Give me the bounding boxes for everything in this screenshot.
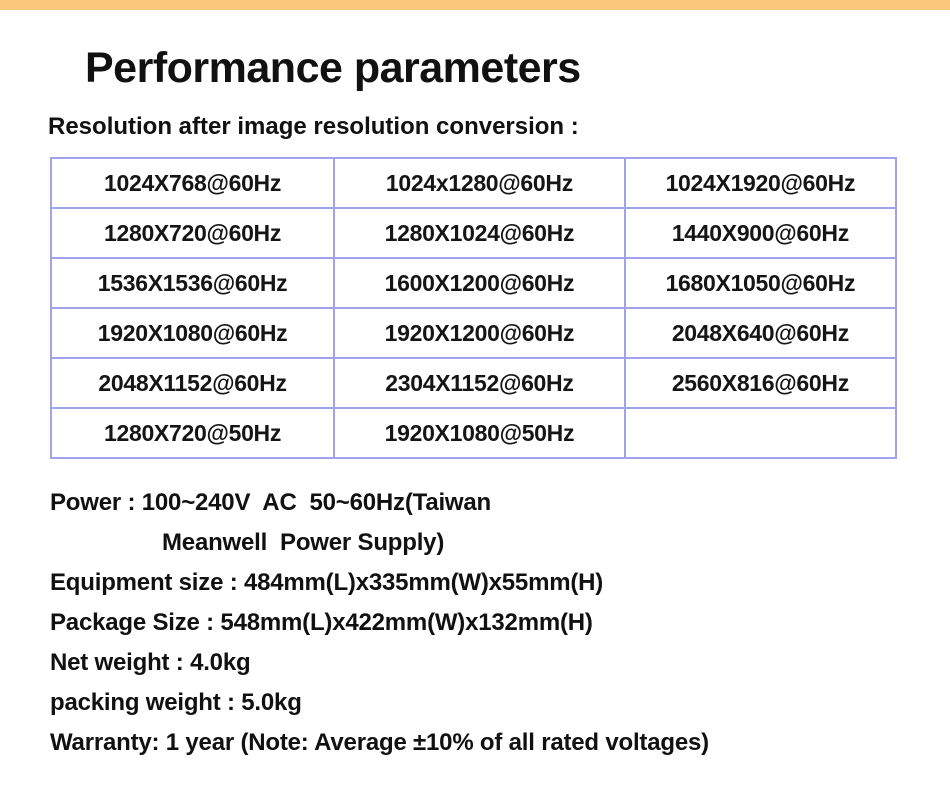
resolution-cell: 2048X640@60Hz <box>623 307 898 359</box>
resolution-cell: 2048X1152@60Hz <box>49 357 336 409</box>
table-row: 1920X1080@60Hz 1920X1200@60Hz 2048X640@6… <box>49 307 898 359</box>
resolution-subtitle: Resolution after image resolution conver… <box>48 113 579 140</box>
spec-power-continued: Meanwell Power Supply) <box>162 529 445 556</box>
resolution-cell: 1536X1536@60Hz <box>49 257 336 309</box>
table-row: 1280X720@60Hz 1280X1024@60Hz 1440X900@60… <box>49 207 898 259</box>
top-accent-bar <box>0 0 950 10</box>
resolution-cell: 1280X720@50Hz <box>49 407 336 459</box>
resolution-cell: 1440X900@60Hz <box>623 207 898 259</box>
resolution-cell: 1280X720@60Hz <box>49 207 336 259</box>
resolution-cell: 1024X1920@60Hz <box>623 157 898 209</box>
resolution-table: 1024X768@60Hz 1024x1280@60Hz 1024X1920@6… <box>49 157 898 459</box>
resolution-cell: 1680X1050@60Hz <box>623 257 898 309</box>
resolution-cell: 1920X1080@50Hz <box>333 407 626 459</box>
resolution-cell: 1024X768@60Hz <box>49 157 336 209</box>
spec-net-weight: Net weight : 4.0kg <box>50 649 251 676</box>
spec-power: Power : 100~240V AC 50~60Hz(Taiwan <box>50 489 492 516</box>
resolution-cell: 1920X1080@60Hz <box>49 307 336 359</box>
specs-block: Power : 100~240V AC 50~60Hz(Taiwan Meanw… <box>50 483 950 763</box>
table-row: 1536X1536@60Hz 1600X1200@60Hz 1680X1050@… <box>49 257 898 309</box>
resolution-cell: 1600X1200@60Hz <box>333 257 626 309</box>
resolution-cell: 2304X1152@60Hz <box>333 357 626 409</box>
table-row: 2048X1152@60Hz 2304X1152@60Hz 2560X816@6… <box>49 357 898 409</box>
resolution-cell: 1920X1200@60Hz <box>333 307 626 359</box>
resolution-cell: 2560X816@60Hz <box>623 357 898 409</box>
page-title: Performance parameters <box>85 44 581 92</box>
table-row: 1280X720@50Hz 1920X1080@50Hz <box>49 407 898 459</box>
spec-warranty: Warranty: 1 year (Note: Average ±10% of … <box>50 729 709 756</box>
resolution-table-body: 1024X768@60Hz 1024x1280@60Hz 1024X1920@6… <box>49 157 898 459</box>
resolution-cell: 1280X1024@60Hz <box>333 207 626 259</box>
spec-equipment-size: Equipment size : 484mm(L)x335mm(W)x55mm(… <box>50 569 604 596</box>
spec-package-size: Package Size : 548mm(L)x422mm(W)x132mm(H… <box>50 609 593 636</box>
resolution-cell empty-cell <box>623 407 898 459</box>
spec-packing-weight: packing weight : 5.0kg <box>50 689 302 716</box>
table-row: 1024X768@60Hz 1024x1280@60Hz 1024X1920@6… <box>49 157 898 209</box>
resolution-cell: 1024x1280@60Hz <box>333 157 626 209</box>
